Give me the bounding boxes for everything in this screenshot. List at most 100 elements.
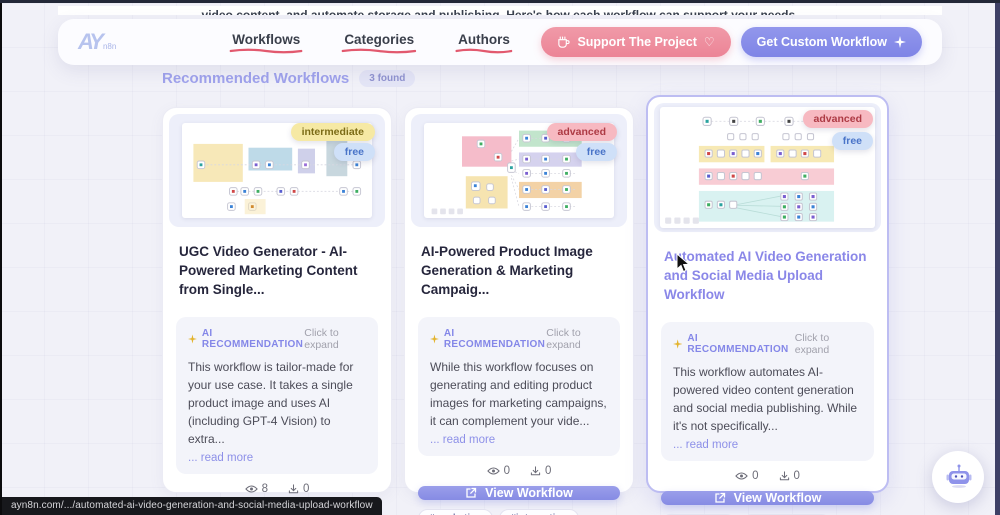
nav-item-label: Workflows bbox=[232, 32, 301, 47]
card-stats: 0 0 bbox=[405, 465, 633, 477]
ai-recommendation-label: AI RECOMMENDATION bbox=[673, 333, 795, 355]
downloads-stat: 0 bbox=[288, 483, 309, 495]
downloads-count: 0 bbox=[303, 483, 310, 496]
ai-recommendation-box[interactable]: AI RECOMMENDATION Click to expand This w… bbox=[176, 317, 378, 475]
main-nav: Workflows Categories Authors bbox=[229, 32, 513, 54]
ai-recommendation-body: This workflow automates AI-powered video… bbox=[673, 365, 858, 434]
ai-recommendation-label: AI RECOMMENDATION bbox=[430, 328, 546, 350]
workflow-preview[interactable]: intermediate free bbox=[169, 114, 385, 227]
card-tags: #marketing #integration bbox=[418, 509, 620, 515]
page-title: Recommended Workflows bbox=[162, 70, 350, 87]
price-badge: free bbox=[831, 132, 873, 150]
logo-mark: AY bbox=[78, 29, 104, 54]
nav-item-workflows[interactable]: Workflows bbox=[229, 32, 303, 54]
ai-recommendation-text-label: AI RECOMMENDATION bbox=[687, 333, 789, 356]
click-to-expand-hint: Click to expand bbox=[546, 327, 581, 352]
ai-recommendation-body: While this workflow focuses on generatin… bbox=[430, 360, 607, 429]
views-count: 0 bbox=[752, 470, 759, 483]
sparkle-icon bbox=[894, 36, 906, 48]
downloads-count: 0 bbox=[545, 465, 552, 478]
eye-icon bbox=[486, 467, 500, 475]
window-left-edge bbox=[0, 3, 2, 515]
workflow-title[interactable]: Automated AI Video Generation and Social… bbox=[664, 248, 867, 303]
assistant-fab-button[interactable] bbox=[932, 451, 984, 503]
underline-squiggle-icon bbox=[229, 48, 303, 54]
underline-squiggle-icon bbox=[341, 48, 417, 54]
workflow-title[interactable]: UGC Video Generator - AI-Powered Marketi… bbox=[179, 244, 358, 298]
workflow-card[interactable]: advanced free AI-Powered Product Image G… bbox=[404, 107, 634, 515]
external-link-icon bbox=[714, 493, 725, 503]
site-logo[interactable]: AY n8n bbox=[78, 31, 116, 53]
ai-recommendation-text-label: AI RECOMMENDATION bbox=[201, 328, 304, 351]
downloads-stat: 0 bbox=[779, 470, 800, 482]
clipped-intro-text-content: video content, and automate storage and … bbox=[201, 8, 799, 15]
card-stats: 8 0 bbox=[163, 483, 391, 495]
support-project-button[interactable]: Support The Project ♡ bbox=[541, 27, 731, 57]
workflow-preview[interactable]: advanced free bbox=[411, 114, 627, 227]
get-custom-workflow-label: Get Custom Workflow bbox=[756, 35, 887, 49]
card-stats: 0 0 bbox=[648, 470, 887, 482]
price-badge: free bbox=[575, 143, 617, 161]
nav-item-authors[interactable]: Authors bbox=[455, 32, 513, 54]
eye-icon bbox=[735, 472, 748, 480]
robot-icon bbox=[946, 464, 972, 488]
download-icon bbox=[779, 471, 789, 480]
underline-squiggle-icon bbox=[455, 48, 513, 54]
downloads-stat: 0 bbox=[530, 465, 551, 477]
ai-recommendation-label: AI RECOMMENDATION bbox=[188, 328, 304, 350]
views-stat: 8 bbox=[244, 483, 268, 496]
view-workflow-label: View Workflow bbox=[485, 486, 573, 501]
tag-pill[interactable]: #marketing bbox=[418, 509, 494, 515]
downloads-count: 0 bbox=[793, 470, 800, 483]
read-more-link[interactable]: ... read more bbox=[430, 434, 496, 447]
results-count-badge: 3 found bbox=[359, 70, 416, 87]
section-heading-row: Recommended Workflows 3 found bbox=[162, 70, 416, 87]
download-icon bbox=[530, 466, 541, 476]
view-workflow-button[interactable]: View Workflow bbox=[661, 491, 874, 506]
views-count: 8 bbox=[261, 483, 268, 496]
workflow-preview[interactable]: advanced free bbox=[654, 103, 881, 232]
support-project-label: Support The Project bbox=[577, 35, 697, 49]
nav-item-categories[interactable]: Categories bbox=[341, 32, 417, 54]
coffee-icon bbox=[558, 36, 570, 48]
read-more-link[interactable]: ... read more bbox=[673, 439, 739, 452]
heart-icon: ♡ bbox=[703, 35, 715, 49]
logo-subtext: n8n bbox=[102, 42, 117, 51]
download-icon bbox=[288, 484, 299, 494]
site-header: AY n8n Workflows Categories Authors Supp… bbox=[58, 19, 942, 65]
ai-recommendation-box[interactable]: AI RECOMMENDATION Click to expand While … bbox=[418, 317, 620, 457]
views-stat: 0 bbox=[486, 465, 510, 478]
view-workflow-button[interactable]: View Workflow bbox=[418, 486, 620, 501]
difficulty-badge: advanced bbox=[546, 123, 617, 141]
workflow-title[interactable]: AI-Powered Product Image Generation & Ma… bbox=[421, 244, 593, 298]
nav-item-label: Authors bbox=[458, 32, 510, 47]
link-preview-status-bar: ayn8n.com/.../automated-ai-video-generat… bbox=[2, 497, 382, 515]
window-right-edge bbox=[995, 3, 1000, 515]
click-to-expand-hint: Click to expand bbox=[794, 332, 830, 357]
sparkle-icon bbox=[188, 335, 197, 344]
click-to-expand-hint: Click to expand bbox=[304, 327, 339, 352]
ai-recommendation-text-label: AI RECOMMENDATION bbox=[443, 328, 546, 351]
workflow-card-highlighted[interactable]: advanced free Automated AI Video Generat… bbox=[646, 95, 889, 515]
workflow-cards-grid: intermediate free UGC Video Generator - … bbox=[162, 95, 889, 515]
nav-item-label: Categories bbox=[344, 32, 415, 47]
views-count: 0 bbox=[503, 465, 510, 478]
clipped-intro-text: video content, and automate storage and … bbox=[58, 6, 942, 15]
ai-recommendation-header: AI RECOMMENDATION Click to expand bbox=[188, 327, 366, 351]
ai-recommendation-box[interactable]: AI RECOMMENDATION Click to expand This w… bbox=[661, 322, 874, 462]
workflow-card[interactable]: intermediate free UGC Video Generator - … bbox=[162, 107, 392, 515]
ai-recommendation-header: AI RECOMMENDATION Click to expand bbox=[673, 332, 862, 356]
tag-pill[interactable]: #integration bbox=[499, 509, 579, 515]
workflow-diagram-icon bbox=[431, 130, 582, 215]
price-badge: free bbox=[333, 143, 375, 161]
view-workflow-label: View Workflow bbox=[733, 491, 822, 506]
eye-icon bbox=[244, 485, 258, 493]
read-more-link[interactable]: ... read more bbox=[188, 452, 254, 465]
ai-recommendation-body: This workflow is tailor-made for your us… bbox=[188, 360, 354, 447]
header-actions: Support The Project ♡ Get Custom Workflo… bbox=[541, 27, 922, 57]
difficulty-badge: advanced bbox=[802, 110, 873, 128]
workflow-diagram-icon bbox=[665, 116, 835, 224]
get-custom-workflow-button[interactable]: Get Custom Workflow bbox=[740, 27, 922, 57]
sparkle-icon bbox=[430, 335, 439, 344]
